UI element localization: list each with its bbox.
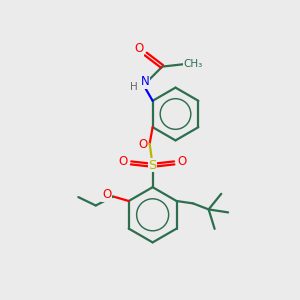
Text: H: H [130, 82, 138, 92]
Text: CH₃: CH₃ [184, 58, 203, 69]
Text: O: O [134, 42, 144, 55]
Text: S: S [148, 159, 157, 172]
Text: N: N [141, 75, 149, 88]
Text: O: O [118, 155, 128, 168]
Text: O: O [102, 188, 111, 202]
Text: O: O [138, 138, 148, 152]
Text: O: O [177, 155, 187, 168]
